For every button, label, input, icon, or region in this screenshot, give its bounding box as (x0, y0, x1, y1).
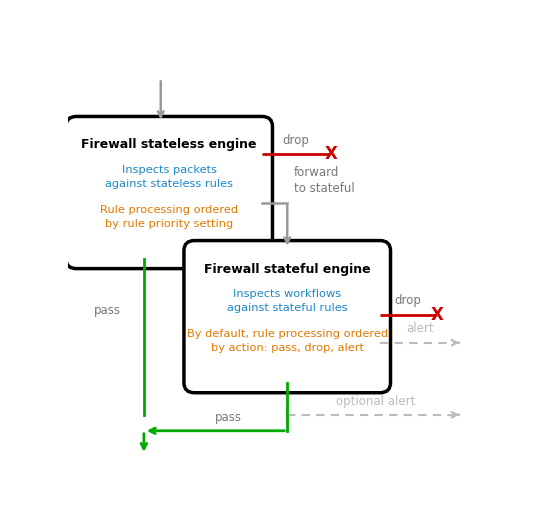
FancyBboxPatch shape (66, 116, 273, 269)
Text: By default, rule processing ordered
by action: pass, drop, alert: By default, rule processing ordered by a… (187, 329, 388, 353)
FancyBboxPatch shape (184, 241, 391, 393)
Text: Inspects packets
against stateless rules: Inspects packets against stateless rules (105, 164, 233, 189)
Text: optional alert: optional alert (336, 395, 416, 408)
Text: Firewall stateless engine: Firewall stateless engine (82, 138, 257, 151)
Text: X: X (431, 306, 444, 323)
Text: alert: alert (406, 322, 434, 335)
Text: forward
to stateful: forward to stateful (294, 166, 354, 196)
Text: Inspects workflows
against stateful rules: Inspects workflows against stateful rule… (227, 289, 348, 314)
Text: X: X (325, 146, 338, 163)
Text: Firewall stateful engine: Firewall stateful engine (204, 263, 370, 276)
Text: pass: pass (94, 304, 121, 317)
Text: drop: drop (394, 294, 421, 307)
Text: drop: drop (282, 134, 309, 147)
Text: pass: pass (215, 411, 242, 424)
Text: Rule processing ordered
by rule priority setting: Rule processing ordered by rule priority… (100, 204, 238, 229)
